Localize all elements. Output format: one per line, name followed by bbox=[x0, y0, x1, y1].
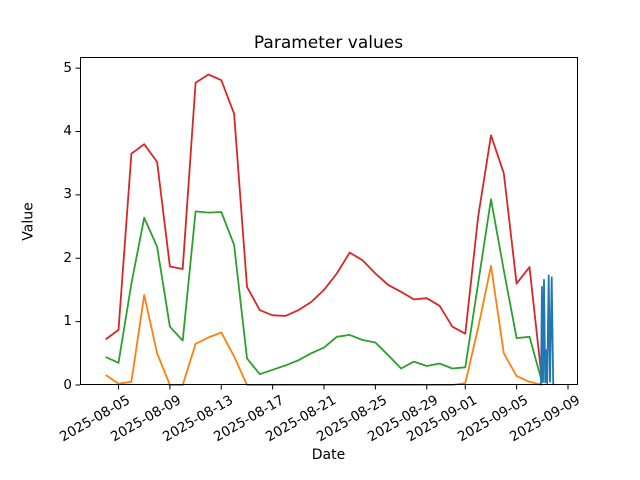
y-tick-label: 1 bbox=[63, 313, 72, 330]
series-line-blue bbox=[539, 274, 556, 386]
y-tick-label: 5 bbox=[63, 59, 72, 76]
y-tick-label: 0 bbox=[63, 376, 72, 393]
series-line-red bbox=[105, 73, 544, 384]
chart-title: Parameter values bbox=[253, 33, 404, 53]
y-tick-label: 2 bbox=[63, 249, 72, 266]
y-axis-label: Value bbox=[20, 202, 37, 241]
series-line-orange bbox=[105, 264, 543, 386]
y-tick-label: 4 bbox=[63, 123, 72, 139]
axes-box bbox=[80, 57, 578, 385]
x-axis-label: Date bbox=[311, 447, 346, 463]
y-tick-label: 3 bbox=[63, 186, 72, 203]
series-line-green bbox=[105, 198, 544, 384]
